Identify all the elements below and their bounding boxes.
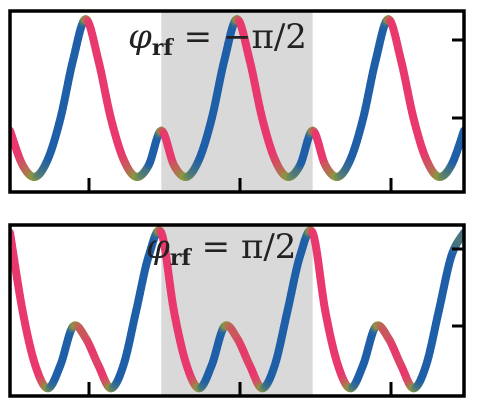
panel-top-frame (8, 9, 466, 194)
panel-bottom-title-rest: = π/2 (191, 227, 297, 267)
panel-bottom-title-subscript: rf (170, 245, 193, 271)
panel-bottom-title: φrf = π/2 (146, 227, 296, 271)
panel-bottom-frame (8, 223, 466, 398)
panel-top-title-symbol: φ (128, 17, 152, 57)
panel-top-shaded-region (161, 11, 313, 192)
panel-top-title-rest: = −π/2 (173, 17, 307, 57)
panel-bottom: φrf = π/2 (8, 223, 466, 398)
panel-top: φrf = −π/2 (8, 9, 466, 194)
panel-top-title-subscript: rf (152, 35, 175, 61)
panel-bottom-series-line (10, 226, 464, 393)
panel-top-title: φrf = −π/2 (128, 17, 307, 61)
panel-bottom-title-symbol: φ (146, 227, 170, 267)
panel-top-series-line (10, 15, 464, 181)
